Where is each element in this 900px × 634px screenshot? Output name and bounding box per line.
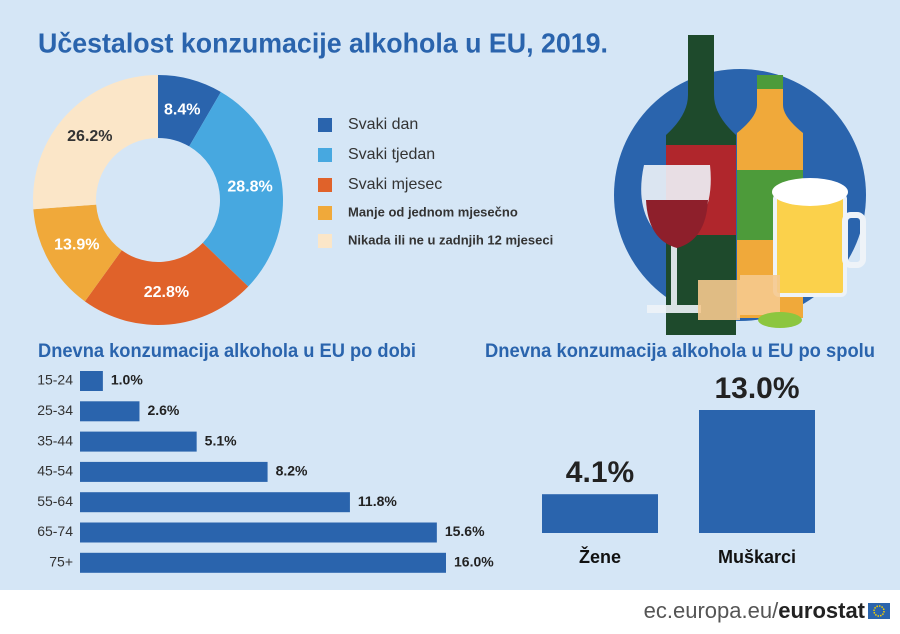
data-label: 26.2% xyxy=(67,128,112,145)
legend-swatch xyxy=(318,234,332,248)
y-tick-label: 35-44 xyxy=(37,432,73,448)
y-tick-label: 75+ xyxy=(49,554,73,570)
y-tick-label: 65-74 xyxy=(37,523,73,539)
data-label: 15.6% xyxy=(445,523,485,539)
bar xyxy=(542,494,658,533)
data-label: 8.2% xyxy=(276,463,308,479)
eu-flag-stars xyxy=(873,605,885,617)
bar xyxy=(80,552,446,573)
bar xyxy=(80,492,350,513)
data-label: 1.0% xyxy=(111,372,143,388)
x-tick-label: Žene xyxy=(579,546,621,567)
footer-background xyxy=(0,590,900,634)
bar xyxy=(80,431,197,452)
chart-title: Učestalost konzumacije alkohola u EU, 20… xyxy=(38,27,608,58)
donut-segment xyxy=(84,242,249,325)
legend-label: Svaki tjedan xyxy=(348,146,435,163)
legend-label: Manje od jednom mjesečno xyxy=(348,204,518,219)
bar xyxy=(699,410,815,533)
data-label: 5.1% xyxy=(205,432,237,448)
legend-label: Svaki mjesec xyxy=(348,176,442,193)
data-label: 11.8% xyxy=(358,493,397,509)
chart-title: Dnevna konzumacija alkohola u EU po dobi xyxy=(38,341,416,362)
y-tick-label: 15-24 xyxy=(37,372,73,388)
bar xyxy=(80,401,140,422)
legend-label: Svaki dan xyxy=(348,116,418,133)
donut-segment xyxy=(32,75,158,210)
eu-flag xyxy=(868,603,890,619)
y-tick-label: 25-34 xyxy=(37,402,73,418)
bar xyxy=(80,371,103,391)
legend-swatch xyxy=(318,148,332,162)
data-label: 13.9% xyxy=(54,237,99,254)
y-tick-label: 45-54 xyxy=(37,463,73,479)
footer-brand: eurostat xyxy=(778,598,865,623)
legend-swatch xyxy=(318,118,332,132)
y-tick-label: 55-64 xyxy=(37,493,73,509)
donut-segment xyxy=(189,91,284,287)
bar xyxy=(80,522,437,543)
x-tick-label: Muškarci xyxy=(718,547,796,567)
data-label: 13.0% xyxy=(714,372,799,405)
legend-swatch xyxy=(318,206,332,220)
data-label: 8.4% xyxy=(164,101,200,118)
donut-segment xyxy=(33,204,122,302)
chart-title: Dnevna konzumacija alkohola u EU po spol… xyxy=(485,341,875,362)
illustration xyxy=(614,35,866,335)
bar xyxy=(80,461,268,482)
data-label: 2.6% xyxy=(147,402,179,418)
donut-segment xyxy=(158,75,221,147)
footer-site: ec.europa.eu/ xyxy=(644,598,779,623)
data-label: 28.8% xyxy=(227,178,272,195)
footer-text: ec.europa.eu/eurostat xyxy=(644,598,866,623)
legend-swatch xyxy=(318,178,332,192)
data-label: 22.8% xyxy=(144,284,189,301)
legend-label: Nikada ili ne u zadnjih 12 mjeseci xyxy=(348,232,553,247)
data-label: 16.0% xyxy=(454,554,494,570)
data-label: 4.1% xyxy=(566,456,634,489)
